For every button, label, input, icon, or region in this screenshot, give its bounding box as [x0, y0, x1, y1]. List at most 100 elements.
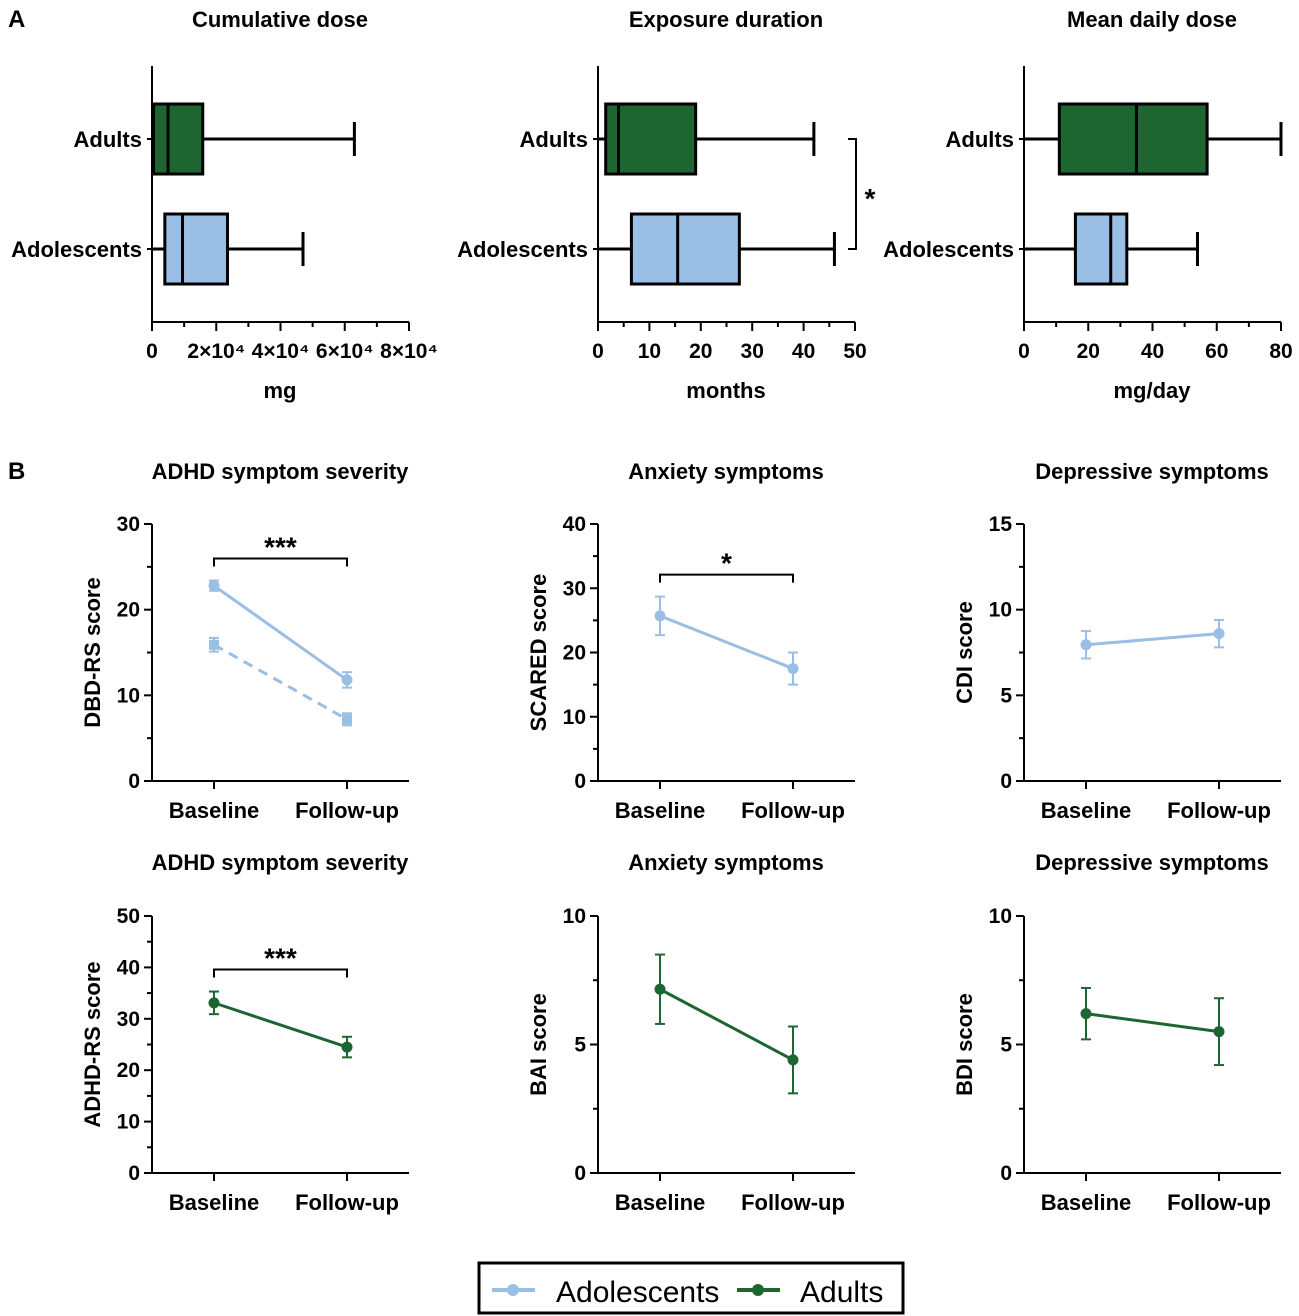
box-adolescents	[163, 212, 229, 286]
chart-cumdose: Cumulative dose 0 2×10⁴ 4×10⁴ 6×10⁴ 8×10⁴ mg Ad…	[11, 7, 438, 403]
y-tick-label: 5	[1000, 1034, 1012, 1057]
y-axis-label: DBD-RS score	[80, 577, 105, 727]
series-line	[213, 643, 348, 721]
chart-title: Depressive symptoms	[1035, 459, 1269, 484]
x-tick-label: 80	[1269, 340, 1292, 363]
x-tick-label: 8×10⁴	[380, 340, 438, 363]
series-line	[659, 614, 794, 670]
category-label: Adolescents	[457, 237, 588, 262]
chart-title: Anxiety symptoms	[628, 850, 824, 875]
y-tick-label: 10	[563, 706, 586, 729]
x-tick-label: 30	[741, 340, 764, 363]
category-label: Adults	[946, 127, 1014, 152]
chart-title: Depressive symptoms	[1035, 850, 1269, 875]
chart-expdur: Exposure duration 0 10 20 30 40 50 months Adults…	[457, 7, 875, 403]
y-tick-label: 20	[117, 1059, 140, 1082]
box-adults	[1057, 102, 1209, 176]
data-point	[209, 639, 219, 650]
y-tick-label: 40	[117, 956, 140, 979]
chart-adhd_adult: ADHD symptom severity 0 10 20 30 40 50 ADHD-RS …	[80, 850, 409, 1215]
y-tick-label: 50	[117, 905, 140, 928]
y-tick-label: 10	[117, 1111, 140, 1134]
data-point	[341, 1041, 353, 1053]
box-adolescents	[629, 212, 741, 286]
data-point	[787, 1054, 799, 1066]
y-tick-label: 10	[989, 905, 1012, 928]
chart-dep_adol: Depressive symptoms 0 5 10 15 CDI score Baseli…	[952, 459, 1281, 823]
legend: Adolescents Adults	[477, 1261, 905, 1315]
x-tick-label: Follow-up	[1167, 1190, 1271, 1215]
data-point	[787, 663, 799, 675]
x-tick-label: Follow-up	[295, 798, 399, 823]
x-tick-label: 0	[146, 340, 158, 363]
x-tick-label: 50	[843, 340, 866, 363]
legend-adults-marker	[752, 1284, 764, 1296]
panel-label-b: B	[8, 458, 25, 485]
x-tick-label: Follow-up	[1167, 798, 1271, 823]
x-tick-label: Baseline	[615, 1190, 706, 1215]
legend-adults-label: Adults	[800, 1276, 883, 1309]
category-label: Adolescents	[883, 237, 1014, 262]
x-tick-label: 20	[689, 340, 712, 363]
x-tick-label: 0	[1018, 340, 1030, 363]
y-tick-label: 10	[989, 599, 1012, 622]
significance-marker: *	[865, 183, 876, 214]
chart-dep_adult: Depressive symptoms 0 5 10 BDI score Baseline…	[952, 850, 1281, 1215]
chart-title: Exposure duration	[629, 7, 823, 32]
y-tick-label: 0	[1000, 1162, 1012, 1185]
chart-title: Cumulative dose	[192, 7, 368, 32]
legend-adolescents-label: Adolescents	[556, 1276, 719, 1309]
y-tick-label: 20	[117, 599, 140, 622]
chart-title: Mean daily dose	[1067, 7, 1237, 32]
chart-title: Anxiety symptoms	[628, 459, 824, 484]
x-axis-label: mg	[264, 378, 297, 403]
y-tick-label: 5	[574, 1034, 586, 1057]
y-tick-label: 0	[128, 770, 140, 793]
data-point	[342, 714, 352, 725]
legend-adolescents-marker	[507, 1284, 519, 1296]
significance-marker: ***	[264, 943, 297, 974]
y-axis-label: BAI score	[526, 993, 551, 1096]
y-axis-label: BDI score	[952, 993, 977, 1096]
x-tick-label: 2×10⁴	[187, 340, 245, 363]
panel-label-a: A	[8, 6, 25, 33]
x-tick-label: Baseline	[169, 798, 260, 823]
y-axis-label: ADHD-RS score	[80, 961, 105, 1127]
x-tick-label: 40	[792, 340, 815, 363]
data-point	[1213, 628, 1225, 640]
x-tick-label: 60	[1205, 340, 1228, 363]
y-tick-label: 10	[563, 905, 586, 928]
series-line	[213, 584, 348, 682]
y-tick-label: 30	[117, 1008, 140, 1031]
chart-adhd_adol: ADHD symptom severity 0 10 20 30 DBD-RS score…	[80, 459, 409, 823]
significance-marker: *	[721, 548, 732, 579]
y-tick-label: 30	[563, 577, 586, 600]
category-label: Adults	[74, 127, 142, 152]
y-tick-label: 0	[1000, 770, 1012, 793]
box-adolescents	[1073, 212, 1129, 286]
x-tick-label: 40	[1141, 340, 1164, 363]
legend-frame	[477, 1261, 905, 1315]
x-tick-label: Follow-up	[295, 1190, 399, 1215]
series-line	[659, 987, 794, 1062]
data-point	[654, 610, 666, 622]
category-label: Adults	[520, 127, 588, 152]
data-point	[654, 983, 666, 995]
box-adults	[604, 102, 698, 176]
y-tick-label: 30	[117, 513, 140, 536]
y-axis-label: SCARED score	[526, 574, 551, 732]
x-tick-label: 10	[638, 340, 661, 363]
data-point	[208, 997, 220, 1009]
series-line	[213, 1001, 348, 1049]
significance-bracket	[659, 573, 794, 583]
x-tick-label: Baseline	[169, 1190, 260, 1215]
y-tick-label: 20	[563, 642, 586, 665]
x-axis-label: months	[686, 378, 765, 403]
series-line	[1085, 632, 1220, 647]
significance-bracket	[213, 968, 348, 978]
significance-marker: ***	[264, 532, 297, 563]
x-tick-label: Baseline	[615, 798, 706, 823]
x-tick-label: Baseline	[1041, 1190, 1132, 1215]
y-tick-label: 0	[574, 1162, 586, 1185]
